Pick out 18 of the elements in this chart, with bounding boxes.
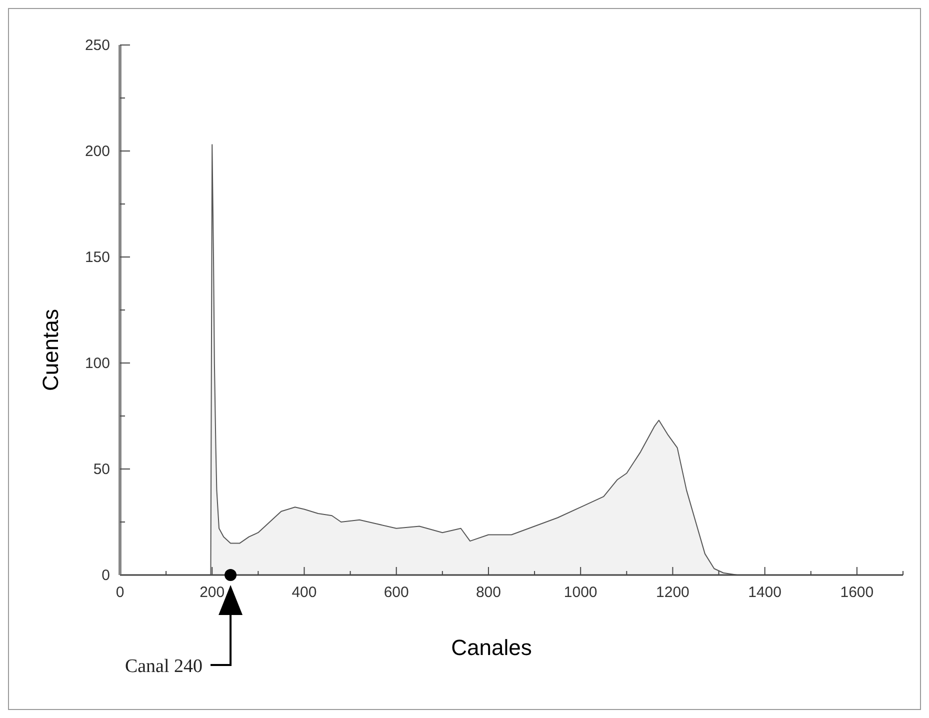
- x-axis-title: Canales: [451, 635, 532, 660]
- x-tick-label: 1600: [840, 584, 874, 601]
- x-tick-label: 400: [292, 584, 317, 601]
- x-tick-label: 800: [476, 584, 501, 601]
- x-tick-label: 1400: [748, 584, 782, 601]
- y-tick-label: 250: [84, 37, 110, 54]
- y-axis-title: Cuentas: [38, 309, 63, 391]
- text: Canal 240: [124, 656, 203, 677]
- y-tick-label: 50: [93, 461, 110, 478]
- y-tick-label: 100: [84, 355, 110, 372]
- y-tick-label: 0: [102, 567, 110, 584]
- x-tick-label: 600: [384, 584, 409, 601]
- x-tick-label: 1200: [656, 584, 690, 601]
- y-tick-label: 150: [84, 249, 110, 266]
- x-tick-label: 1000: [564, 584, 598, 601]
- y-tick-label: 200: [84, 143, 110, 160]
- x-tick-label: 0: [116, 584, 124, 601]
- x-tick-label: 200: [200, 584, 225, 601]
